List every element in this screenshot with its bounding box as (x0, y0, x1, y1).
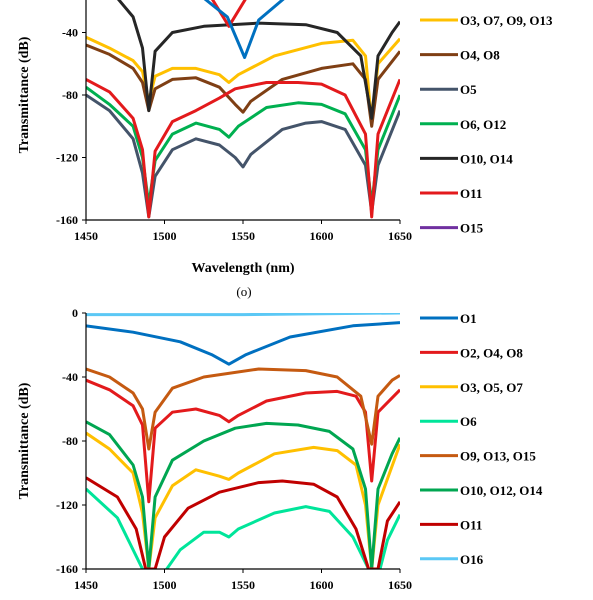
y-tick-label: -120 (56, 151, 78, 165)
series-line-o3-o7-o9-o13 (86, 35, 400, 125)
x-tick-label: 1450 (74, 229, 98, 243)
legend-entry: O2, O4, O8 (460, 345, 523, 360)
legend-entry: O9, O13, O15 (460, 449, 536, 464)
y-tick-label: -160 (56, 562, 78, 576)
legend-entry: O10, O12, O14 (460, 483, 543, 498)
x-tick-label: 1600 (310, 229, 334, 243)
legend-entry: O3, O5, O7 (460, 380, 523, 395)
x-tick-label: 1500 (153, 229, 177, 243)
series-line-o11 (86, 476, 400, 569)
legend-entry: O5 (460, 82, 477, 97)
legend-entry: O3, O7, O9, O13 (460, 13, 553, 28)
series-line-o6 (86, 487, 400, 569)
series-line-o10-o12-o14 (86, 420, 400, 569)
series-line-o9-o13-o15 (86, 367, 400, 451)
x-tick-label: 1650 (388, 578, 412, 592)
legend-entry: O11 (460, 186, 482, 201)
caption-o: (o) (236, 284, 251, 299)
series-line-partial-7 (203, 0, 285, 59)
y-axis-label: Transmittance (dB) (17, 36, 32, 153)
series-line-o1 (86, 321, 400, 366)
legend-entry: O1 (460, 311, 477, 326)
x-axis-label: Wavelength (nm) (191, 261, 294, 276)
chart-bottom: 0 -40 -80 -120 -160 1450 1500 1550 1600 1650 Trans… (17, 306, 543, 592)
x-tick-label: 1650 (388, 229, 412, 243)
legend-entry: O4, O8 (460, 48, 500, 63)
x-tick-label: 1550 (231, 229, 255, 243)
series-line-o2-o4-o8 (86, 378, 400, 504)
y-tick-label: 0 (72, 306, 78, 320)
legend-entry: O6 (460, 414, 477, 429)
plot-area (86, 0, 400, 219)
x-tick-label: 1450 (74, 578, 98, 592)
series-line-o5 (86, 93, 400, 219)
legend-entry: O15 (460, 221, 484, 236)
legend-entry: O10, O14 (460, 151, 513, 166)
legend-entry: O11 (460, 517, 482, 532)
y-axis-label: Transmittance (dB) (17, 382, 32, 499)
y-tick-label: -40 (62, 26, 78, 40)
series-line-o16 (86, 313, 400, 317)
legend-entry: O6, O12 (460, 117, 506, 132)
x-tick-label: 1500 (153, 578, 177, 592)
series-line-o11 (86, 78, 400, 219)
y-tick-label: -40 (62, 370, 78, 384)
x-tick-label: 1600 (310, 578, 334, 592)
y-tick-label: -160 (56, 213, 78, 227)
x-tick-label: 1550 (231, 578, 255, 592)
plot-area (86, 313, 400, 569)
legend-entry: O16 (460, 552, 484, 567)
y-tick-label: -120 (56, 498, 78, 512)
chart-top: -40 -80 -120 -160 1450 1500 1550 1600 1650 Transm… (17, 0, 553, 276)
y-tick-label: -80 (62, 434, 78, 448)
y-tick-label: -80 (62, 88, 78, 102)
